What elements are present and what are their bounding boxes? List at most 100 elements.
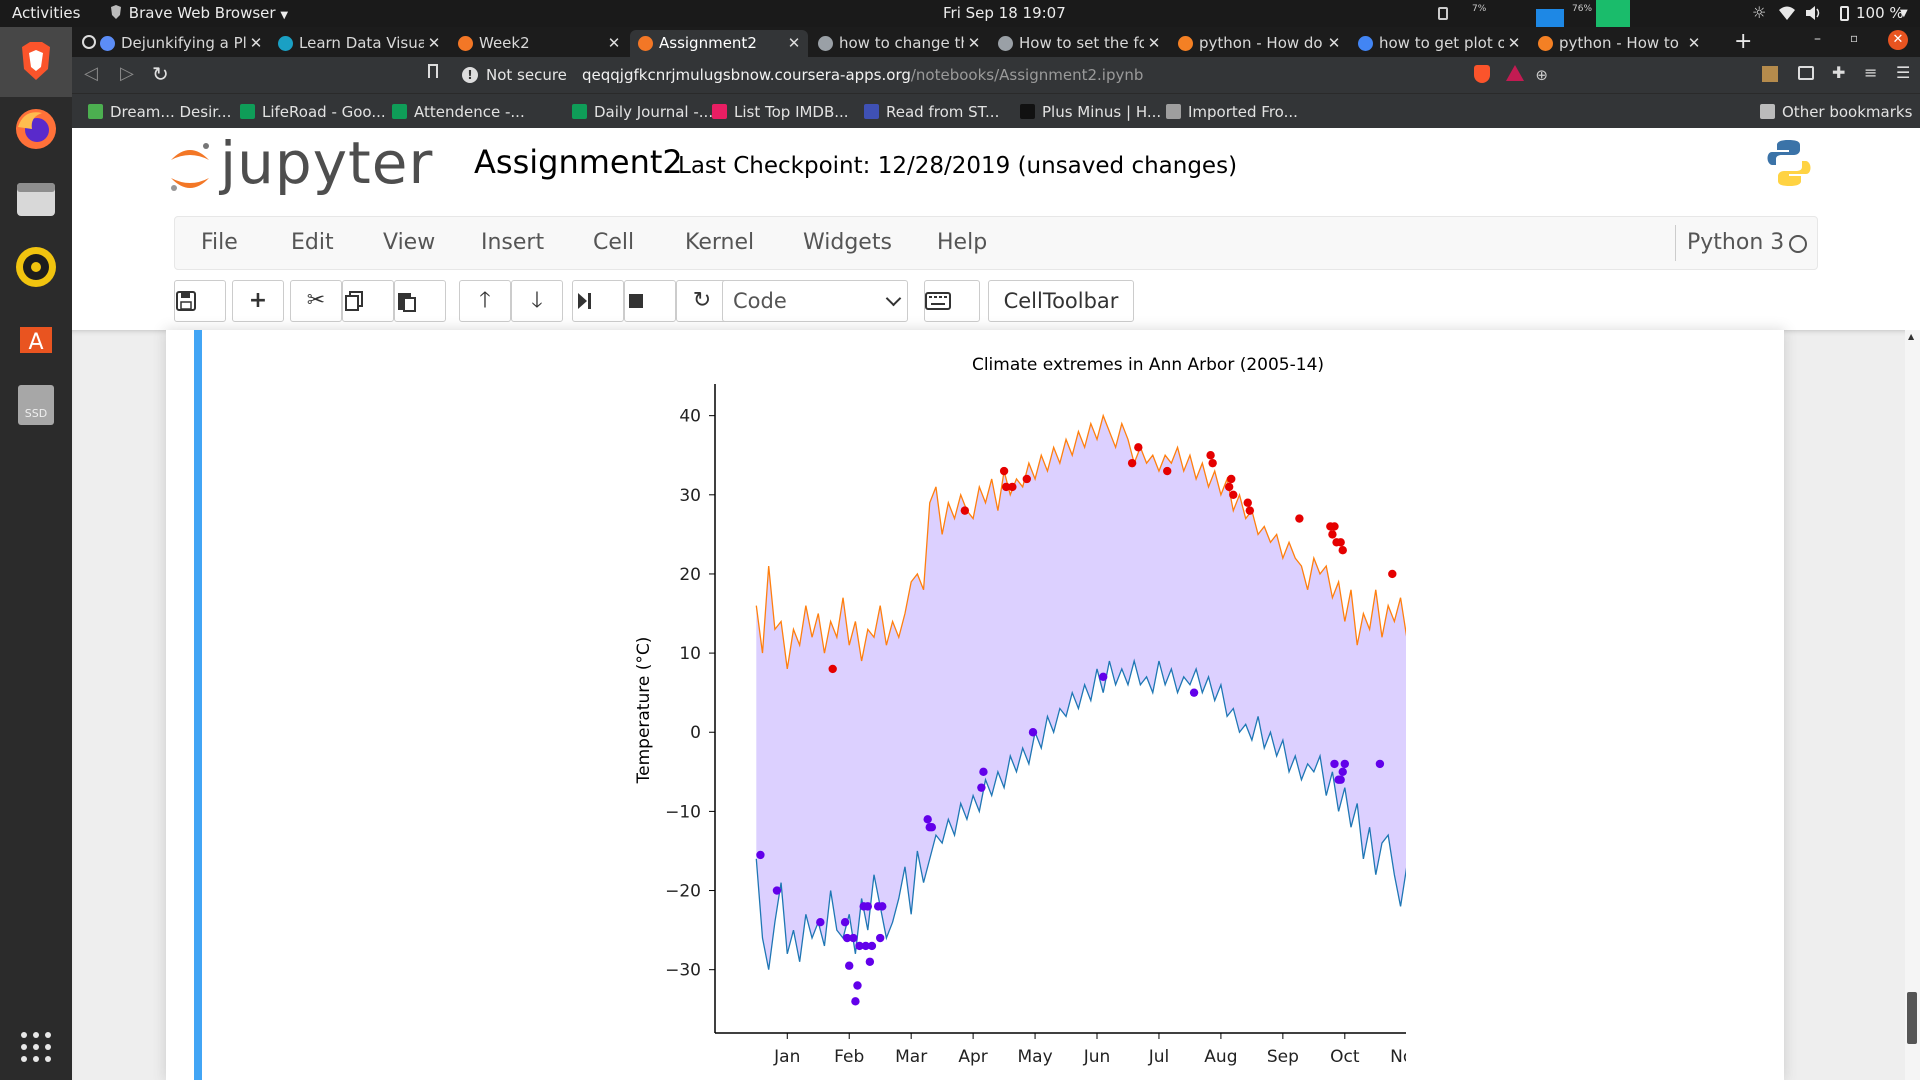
- browser-tab[interactable]: how to change the font size✕: [810, 30, 988, 57]
- software-store-icon[interactable]: A: [14, 315, 58, 359]
- bookmark-item[interactable]: Dream... Desir...: [88, 102, 231, 122]
- bookmark-favicon-icon: [1020, 104, 1035, 119]
- url-text[interactable]: qeqqjgfkcnrjmulugsbnow.coursera-apps.org…: [582, 62, 1143, 88]
- menu-item-file[interactable]: File: [201, 230, 238, 255]
- browser-tab[interactable]: Dejunkifying a Plot✕: [92, 30, 270, 57]
- cell-type-select[interactable]: Code: [722, 280, 908, 322]
- run-cell-button[interactable]: [572, 280, 624, 322]
- new-tab-button[interactable]: +: [1734, 29, 1753, 54]
- browser-tab[interactable]: How to set the font size✕: [990, 30, 1168, 57]
- interrupt-kernel-button[interactable]: [624, 280, 676, 322]
- forward-button[interactable]: ▷: [120, 63, 134, 84]
- cut-button[interactable]: ✂: [290, 280, 342, 322]
- overshoot-point: [1328, 530, 1337, 539]
- command-palette-button[interactable]: [924, 280, 980, 322]
- undershoot-point: [863, 902, 873, 911]
- close-tab-icon[interactable]: ✕: [249, 34, 263, 52]
- app-menu[interactable]: Brave Web Browser ▼: [108, 0, 288, 29]
- undershoot-point: [979, 767, 988, 777]
- battery-icon[interactable]: [1840, 6, 1849, 21]
- wifi-icon[interactable]: [1778, 5, 1796, 21]
- close-tab-icon[interactable]: ✕: [1147, 34, 1161, 52]
- extension-icon[interactable]: [1762, 66, 1778, 82]
- firefox-icon[interactable]: [14, 107, 58, 151]
- bookmark-label: List Top IMDB...: [734, 103, 849, 121]
- close-tab-icon[interactable]: ✕: [1327, 34, 1341, 52]
- move-up-button[interactable]: 🡑: [459, 280, 511, 322]
- paste-button[interactable]: [394, 280, 446, 322]
- brave-rewards-icon[interactable]: [1506, 65, 1524, 81]
- insert-cell-button[interactable]: +: [232, 280, 284, 322]
- files-icon[interactable]: [14, 177, 58, 221]
- browser-tab[interactable]: how to get plot on ✕: [1350, 30, 1528, 57]
- bookmark-item[interactable]: Imported Fro...: [1166, 102, 1298, 122]
- private-window-icon[interactable]: [82, 35, 96, 49]
- browser-tab[interactable]: python - How to get✕: [1530, 30, 1708, 57]
- browser-tab[interactable]: Learn Data Visualization✕: [270, 30, 448, 57]
- menu-item-kernel[interactable]: Kernel: [685, 230, 755, 255]
- extensions-puzzle-icon[interactable]: ✚: [1832, 63, 1846, 82]
- menu-item-widgets[interactable]: Widgets: [803, 230, 892, 255]
- move-down-button[interactable]: 🡓: [511, 280, 563, 322]
- bookmark-item[interactable]: LifeRoad - Goo...: [240, 102, 386, 122]
- address-bar[interactable]: ! Not secure qeqqjgfkcnrjmulugsbnow.cour…: [452, 62, 1568, 88]
- clock[interactable]: Fri Sep 18 19:07: [943, 4, 1066, 22]
- menu-item-help[interactable]: Help: [937, 230, 988, 255]
- kernel-name[interactable]: Python 3: [1687, 230, 1785, 255]
- tab-favicon-icon: [998, 36, 1013, 51]
- notebook-title[interactable]: Assignment2: [474, 143, 683, 181]
- back-button[interactable]: ◁: [84, 63, 98, 84]
- minimize-window-button[interactable]: –: [1814, 31, 1821, 47]
- menu-item-cell[interactable]: Cell: [593, 230, 635, 255]
- close-tab-icon[interactable]: ✕: [607, 34, 621, 52]
- browser-tab[interactable]: python - How do I ✕: [1170, 30, 1348, 57]
- bookmark-item[interactable]: Read from ST...: [864, 102, 999, 122]
- scroll-up-arrow[interactable]: ▲: [1908, 332, 1915, 341]
- bookmark-item[interactable]: Daily Journal -...: [572, 102, 713, 122]
- browser-menu-icon[interactable]: ☰: [1896, 63, 1911, 82]
- close-window-button[interactable]: ✕: [1888, 30, 1908, 50]
- overshoot-point: [1338, 546, 1347, 555]
- menu-item-edit[interactable]: Edit: [291, 230, 334, 255]
- zoom-icon[interactable]: ⊕: [1535, 66, 1548, 84]
- jupyter-wordmark: jupyter: [220, 129, 434, 197]
- close-tab-icon[interactable]: ✕: [967, 34, 981, 52]
- undershoot-point: [923, 815, 932, 824]
- disk-drive-icon[interactable]: SSD: [14, 383, 58, 427]
- close-tab-icon[interactable]: ✕: [1687, 34, 1701, 52]
- other-bookmarks[interactable]: Other bookmarks: [1760, 102, 1912, 122]
- celltoolbar-button[interactable]: CellToolbar: [988, 280, 1134, 322]
- menu-item-view[interactable]: View: [383, 230, 436, 255]
- close-tab-icon[interactable]: ✕: [427, 34, 441, 52]
- scroll-thumb[interactable]: [1907, 992, 1917, 1044]
- menu-item-insert[interactable]: Insert: [481, 230, 545, 255]
- save-button[interactable]: [174, 280, 226, 322]
- brightness-icon[interactable]: ☼: [1752, 3, 1767, 22]
- reload-button[interactable]: ↻: [152, 62, 169, 86]
- restart-kernel-button[interactable]: ↻: [676, 280, 728, 322]
- browser-tab[interactable]: Assignment2 ✕: [630, 30, 808, 57]
- brave-shields-icon[interactable]: [1474, 65, 1490, 83]
- restore-window-button[interactable]: ▫: [1850, 31, 1859, 45]
- wallet-icon[interactable]: [1798, 66, 1814, 80]
- close-tab-icon[interactable]: ✕: [787, 34, 801, 52]
- show-applications-icon[interactable]: [14, 1025, 58, 1069]
- rhythmbox-icon[interactable]: [14, 245, 58, 289]
- close-tab-icon[interactable]: ✕: [1507, 34, 1521, 52]
- undershoot-point: [845, 961, 854, 970]
- bookmark-item[interactable]: Plus Minus | H...: [1020, 102, 1161, 122]
- jupyter-logo[interactable]: jupyter: [168, 132, 448, 202]
- bookmark-page-icon[interactable]: [428, 64, 438, 78]
- browser-tab[interactable]: Week2 ✕: [450, 30, 628, 57]
- bookmark-item[interactable]: Attendence -...: [392, 102, 525, 122]
- bookmark-item[interactable]: List Top IMDB...: [712, 102, 849, 122]
- power-menu-icon[interactable]: ▼: [1900, 8, 1908, 19]
- volume-icon[interactable]: [1804, 5, 1822, 21]
- reading-list-icon[interactable]: ≡: [1864, 63, 1878, 82]
- band-fill: [756, 415, 1406, 970]
- brave-icon[interactable]: [14, 39, 58, 83]
- copy-button[interactable]: [342, 280, 394, 322]
- page-scrollbar[interactable]: ▲: [1905, 330, 1920, 1080]
- activities-button[interactable]: Activities: [12, 4, 81, 22]
- info-icon[interactable]: !: [462, 67, 478, 83]
